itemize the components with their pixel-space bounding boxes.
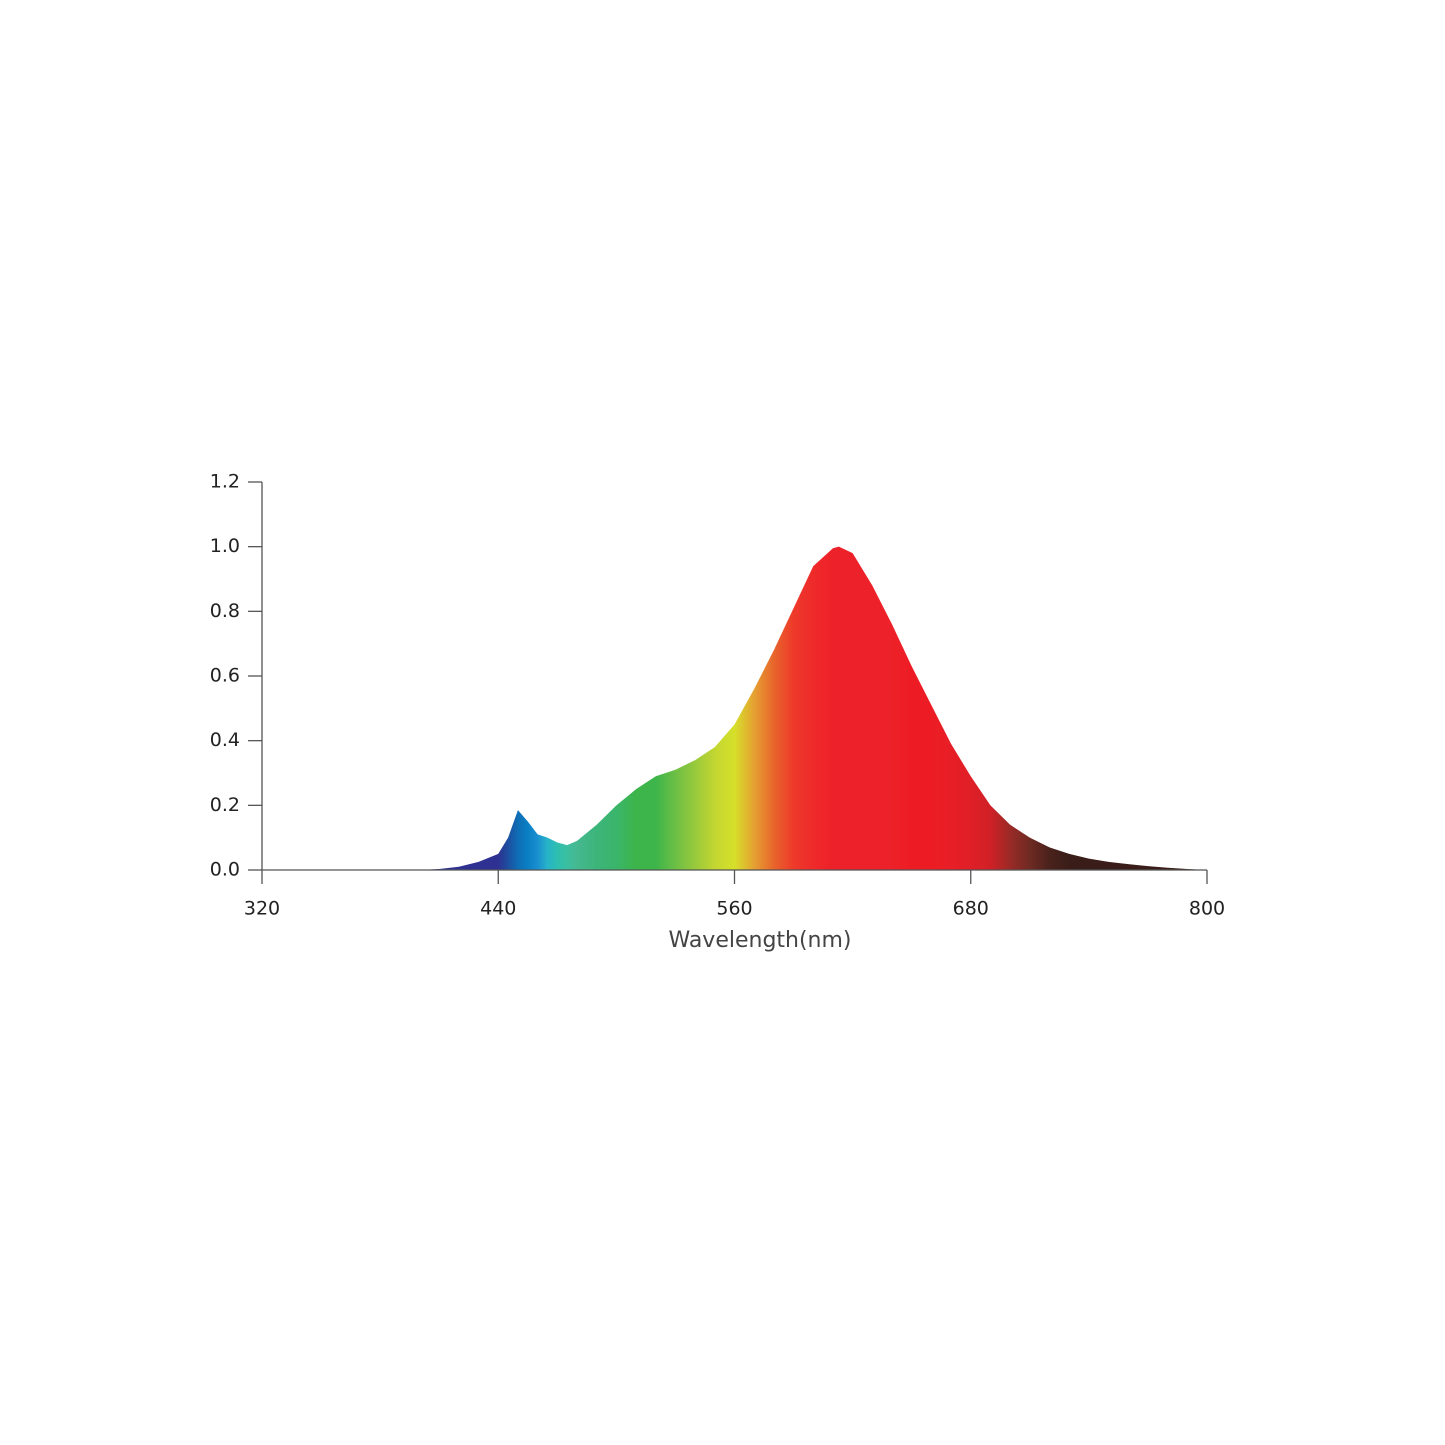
x-tick-label: 440 bbox=[480, 898, 516, 920]
x-tick-label: 680 bbox=[953, 898, 989, 920]
x-tick-label: 800 bbox=[1189, 898, 1225, 920]
y-tick-label: 1.0 bbox=[210, 535, 240, 557]
y-tick-label: 0.6 bbox=[210, 665, 240, 687]
y-tick-label: 0.4 bbox=[210, 729, 240, 751]
y-tick-label: 0.0 bbox=[210, 859, 240, 881]
x-tick-label: 560 bbox=[716, 898, 752, 920]
y-tick-label: 1.2 bbox=[210, 471, 240, 493]
x-tick-label: 320 bbox=[244, 898, 280, 920]
x-axis-label: Wavelength(nm) bbox=[668, 928, 851, 953]
spectrum-area bbox=[262, 546, 1207, 870]
y-tick-label: 0.8 bbox=[210, 600, 240, 622]
y-tick-label: 0.2 bbox=[210, 794, 240, 816]
